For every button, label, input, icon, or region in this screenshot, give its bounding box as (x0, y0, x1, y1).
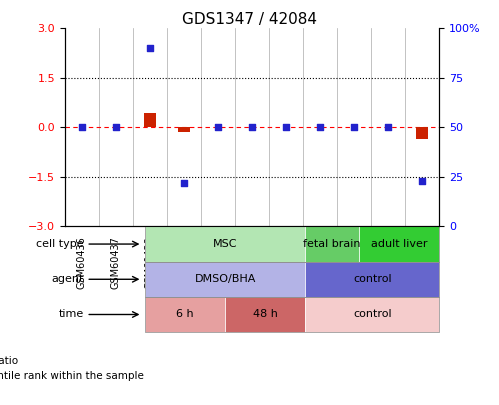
Point (384, 124, 392, 131)
Point (316, 124, 324, 131)
Bar (144, 113, 156, 128)
FancyBboxPatch shape (305, 262, 439, 297)
Text: GDS1347 / 42084: GDS1347 / 42084 (182, 12, 317, 27)
Point (418, 178, 426, 184)
Point (248, 124, 256, 131)
Bar (416, 128, 428, 139)
Text: adult liver: adult liver (371, 239, 427, 249)
Point (146, 45, 154, 51)
Point (180, 180, 188, 186)
Point (112, 124, 120, 131)
FancyBboxPatch shape (145, 262, 305, 297)
Text: fetal brain: fetal brain (303, 239, 361, 249)
Text: 6 h: 6 h (176, 309, 194, 320)
FancyBboxPatch shape (145, 297, 225, 332)
Text: DMSO/BHA: DMSO/BHA (195, 274, 256, 284)
Legend: log2 ratio, percentile rank within the sample: log2 ratio, percentile rank within the s… (0, 352, 148, 385)
Text: control: control (353, 274, 392, 284)
Text: agent: agent (51, 274, 84, 284)
Point (282, 124, 290, 131)
FancyBboxPatch shape (145, 226, 305, 262)
Text: cell type: cell type (36, 239, 84, 249)
Text: control: control (353, 309, 392, 320)
Text: MSC: MSC (213, 239, 238, 249)
FancyBboxPatch shape (225, 297, 305, 332)
FancyBboxPatch shape (359, 226, 439, 262)
Point (350, 124, 358, 131)
FancyBboxPatch shape (305, 226, 359, 262)
Text: time: time (58, 309, 84, 320)
Point (214, 124, 222, 131)
FancyBboxPatch shape (305, 297, 439, 332)
Bar (178, 128, 190, 132)
Point (78, 124, 86, 131)
Text: 48 h: 48 h (253, 309, 278, 320)
